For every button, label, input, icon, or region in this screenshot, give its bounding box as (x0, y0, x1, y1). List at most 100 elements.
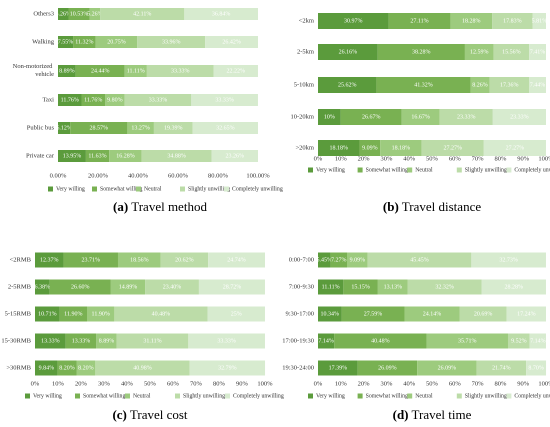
x-tick-label: 80% (494, 380, 507, 387)
x-tick-label: 0.00% (50, 172, 67, 179)
value-label: 23.40% (163, 284, 182, 290)
x-tick-label: 60% (449, 155, 462, 162)
value-label: 32.73% (499, 257, 518, 263)
legend-swatch (75, 393, 80, 399)
value-label: 11.76% (84, 97, 102, 103)
x-tick-label: 20% (358, 380, 371, 387)
value-label: 12.37% (40, 257, 59, 263)
value-label: 14.89% (119, 284, 138, 290)
category-label: >20km (296, 144, 314, 151)
legend-label: Completely unwilling (514, 167, 550, 173)
legend-label: Very willing (316, 393, 345, 399)
value-label: 9.52% (511, 338, 527, 344)
value-label: 11.11% (322, 284, 340, 290)
bar-segment (59, 306, 88, 322)
category-label: Private car (26, 152, 55, 159)
x-tick-label: 90% (517, 155, 530, 162)
value-label: 7.14% (530, 338, 546, 344)
legend-label: Slightly unwilling (183, 393, 225, 399)
bar-segment (58, 94, 82, 106)
bar-segment (421, 140, 484, 156)
value-label: 13.27% (131, 125, 150, 131)
value-label: 6.12% (56, 125, 72, 131)
value-label: 33.33% (149, 97, 168, 103)
x-tick-label: 0% (314, 380, 323, 387)
value-label: 11.63% (88, 153, 106, 159)
value-label: 11.90% (64, 311, 82, 317)
bar-segment (377, 279, 408, 295)
bar-segment (58, 122, 71, 134)
category-label: 19:30-24:00 (282, 364, 314, 371)
value-label: 17.36% (500, 82, 519, 88)
bar-segment (489, 77, 530, 93)
x-tick-label: 60% (167, 380, 180, 387)
value-label: 28.57% (90, 125, 109, 131)
value-label: 38.28% (412, 49, 431, 55)
legend-label: Very willing (56, 186, 85, 192)
bar-segment (376, 77, 471, 93)
value-label: 10% (324, 114, 335, 120)
value-label: 13.13% (384, 284, 403, 290)
legend-swatch (308, 167, 313, 173)
bar-segment (189, 360, 266, 376)
bar-segment (146, 65, 214, 77)
category-label: Taxi (43, 96, 55, 103)
bar-segment (127, 122, 154, 134)
value-label: 23.33% (457, 114, 476, 120)
bar-segment (188, 333, 265, 349)
bar-segment (529, 333, 546, 349)
bar-segment (507, 333, 530, 349)
x-tick-label: 50% (426, 380, 439, 387)
legend-label: Completely unwilling (514, 393, 550, 399)
value-label: 8.26% (472, 82, 488, 88)
value-label: 28.28% (504, 284, 523, 290)
x-tick-label: 100% (257, 380, 273, 387)
bar-segment (184, 8, 258, 20)
bar-segment (81, 94, 106, 106)
caption-title: Travel cost (130, 407, 188, 422)
bar-segment (191, 94, 258, 106)
bar-segment (492, 13, 533, 29)
bar-segment (318, 44, 378, 60)
x-tick-label: 0% (314, 155, 323, 162)
value-label: 22.22% (227, 68, 246, 74)
value-label: 24.74% (227, 257, 246, 263)
value-label: 6.38% (35, 284, 51, 290)
value-label: 23.33% (510, 114, 529, 120)
legend-label: Somewhat willing (366, 393, 408, 399)
legend-swatch (224, 186, 229, 192)
category-label: Public bus (27, 124, 55, 131)
bar-segment (492, 109, 546, 125)
bar-segment (57, 360, 77, 376)
value-label: 7.41% (530, 49, 546, 55)
value-label: 34.88% (167, 153, 186, 159)
bar-segment (87, 306, 115, 322)
value-label: 23.71% (81, 257, 100, 263)
bar-segment (63, 252, 118, 268)
caption-panel: (d) (393, 407, 409, 422)
legend-label: Neutral (133, 393, 151, 399)
legend-swatch (506, 167, 512, 173)
legend-swatch (136, 186, 141, 192)
category-label: 0:00-7:00 (289, 256, 314, 263)
caption-title: Travel time (412, 407, 472, 422)
bar-segment (35, 279, 50, 295)
legend-swatch (92, 186, 97, 192)
value-label: 32.32% (435, 284, 454, 290)
caption-panel: (a) (113, 199, 128, 214)
bar-segment (85, 150, 110, 162)
bar-segment (532, 13, 546, 29)
bar-segment (417, 360, 477, 376)
value-label: 10.71% (38, 311, 57, 317)
bar-segment (49, 279, 111, 295)
bar-segment (110, 279, 146, 295)
value-label: 9.09% (362, 145, 378, 151)
value-label: 26.09% (438, 365, 457, 371)
value-label: 11.90% (92, 311, 110, 317)
category-label: Non-motorized vehicle (13, 64, 54, 79)
bar-segment (109, 150, 142, 162)
value-label: 20.75% (107, 39, 126, 45)
bar-segment (318, 306, 342, 322)
bar-segment (208, 252, 265, 268)
value-label: 19.39% (164, 125, 183, 131)
